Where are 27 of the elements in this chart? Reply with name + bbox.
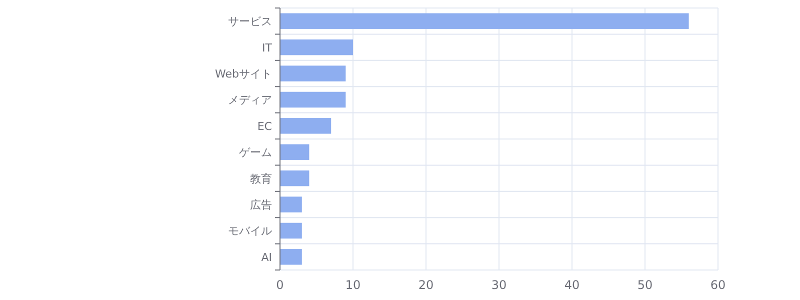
y-tick-label: 広告 — [250, 198, 272, 212]
y-tick-label: サービス — [228, 15, 272, 28]
bar — [280, 66, 346, 82]
y-tick-label: モバイル — [228, 224, 272, 238]
x-tick-label: 50 — [637, 278, 653, 292]
bar — [280, 170, 310, 186]
x-tick-label: 10 — [345, 278, 361, 292]
bar — [280, 13, 689, 29]
y-tick-label: ゲーム — [239, 146, 272, 160]
bar — [280, 118, 332, 134]
y-tick-label: メディア — [228, 94, 272, 107]
bar — [280, 222, 302, 239]
bar — [280, 144, 310, 160]
x-tick-label: 30 — [491, 278, 507, 292]
y-tick-label: IT — [262, 41, 272, 54]
y-tick-label: EC — [257, 120, 272, 133]
bar — [280, 196, 302, 212]
bar — [280, 39, 353, 56]
x-tick-label: 20 — [418, 278, 434, 292]
y-tick-label: 教育 — [250, 172, 272, 186]
bar — [280, 249, 302, 265]
bar — [280, 92, 346, 108]
x-tick-label: 60 — [710, 278, 726, 292]
y-tick-label: Webサイト — [215, 68, 272, 80]
x-tick-label: 40 — [564, 278, 580, 292]
y-tick-label: AI — [261, 250, 272, 264]
x-tick-label: 0 — [276, 278, 284, 292]
